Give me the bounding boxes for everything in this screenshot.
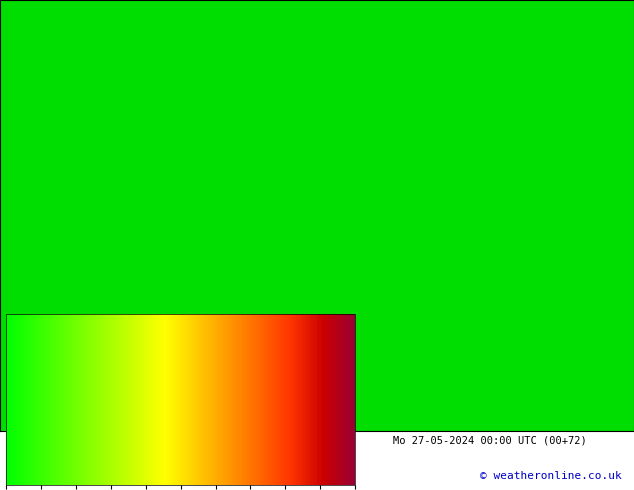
Text: RH 700 hPa Spread mean+σ [gpdm] ECMWF: RH 700 hPa Spread mean+σ [gpdm] ECMWF: [6, 436, 238, 446]
Text: Mo 27-05-2024 00:00 UTC (00+72): Mo 27-05-2024 00:00 UTC (00+72): [393, 436, 587, 446]
Text: © weatheronline.co.uk: © weatheronline.co.uk: [479, 471, 621, 481]
